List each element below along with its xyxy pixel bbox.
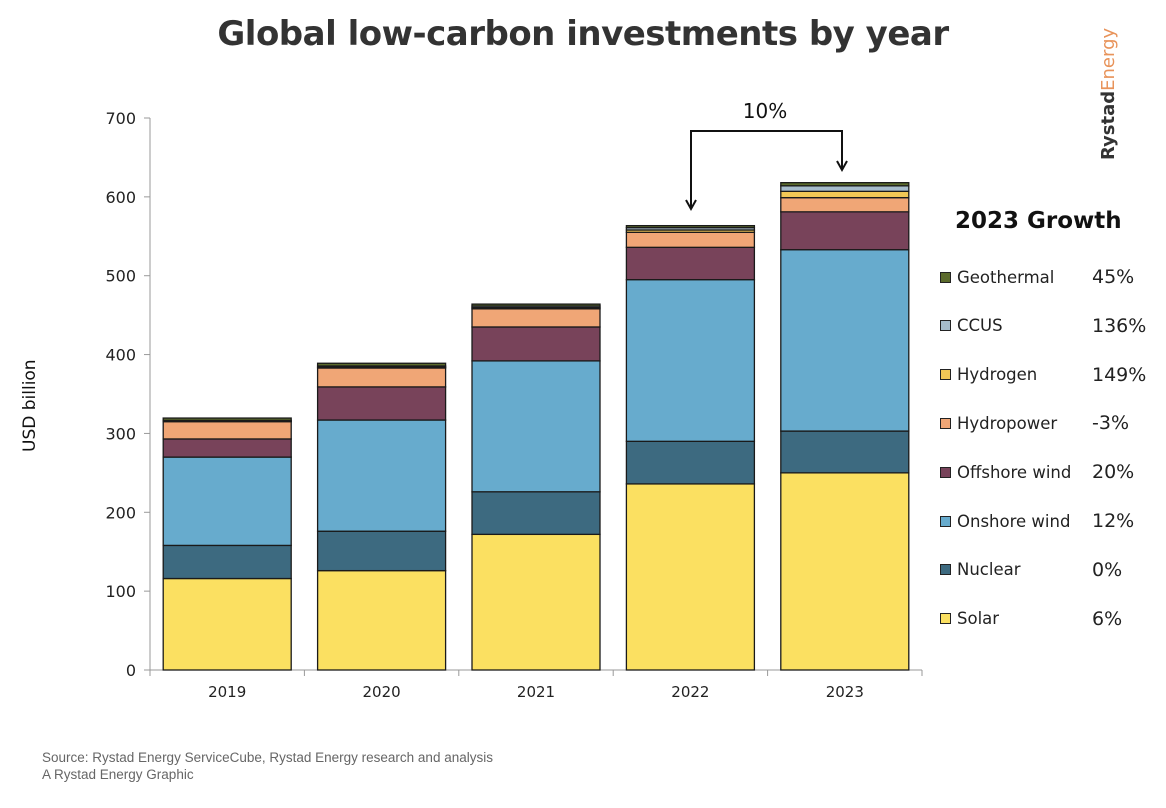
bar-nuclear-2021 [471, 491, 601, 536]
bar-onshore-wind-2023 [780, 249, 910, 432]
y-tick-label: 400 [105, 346, 136, 365]
legend-growth-value: 6% [1092, 607, 1123, 630]
bar-stack-2020 [316, 362, 447, 671]
bar-onshore-wind-2021 [471, 360, 601, 493]
annotation-arrowhead-right [836, 160, 848, 173]
bar-stack-2022 [625, 224, 756, 671]
growth-legend-title: 2023 Growth [955, 208, 1122, 234]
annotation-arrowhead-left [685, 199, 697, 212]
bars [162, 182, 910, 671]
bar-offshore-wind-2022 [625, 246, 756, 281]
legend-growth-value: 45% [1092, 266, 1135, 288]
x-tick-label: 2022 [671, 683, 709, 701]
x-tick-label: 2021 [517, 683, 555, 701]
bar-solar-2021 [471, 533, 601, 671]
legend-growth-value: 136% [1092, 314, 1147, 337]
legend-growth-value: 20% [1092, 461, 1135, 484]
x-tick-label: 2020 [363, 683, 401, 701]
source-line: Source: Rystad Energy ServiceCube, Rysta… [42, 750, 493, 765]
bar-onshore-wind-2022 [625, 279, 756, 442]
annotation-bracket [690, 130, 843, 207]
bar-geothermal-2019 [162, 417, 292, 422]
legend-label: Hydrogen [957, 365, 1038, 385]
bar-solar-2022 [625, 483, 756, 671]
legend-label: Geothermal [957, 267, 1055, 287]
legend-growth-value: 0% [1092, 558, 1123, 581]
legend-growth-value: -3% [1092, 412, 1129, 435]
legend-label: Hydropower [957, 413, 1058, 433]
legend-item-hydropower: Hydropower -3% [940, 411, 1129, 435]
legend-label: CCUS [957, 316, 1003, 336]
bar-stack-2019 [162, 417, 292, 671]
bar-offshore-wind-2021 [471, 326, 601, 362]
bar-nuclear-2020 [316, 530, 447, 572]
legend-swatch [940, 466, 951, 478]
legend-swatch [940, 320, 951, 332]
legend-item-solar: Solar 6% [940, 607, 1122, 631]
bar-offshore-wind-2020 [316, 386, 447, 421]
legend-swatch [940, 417, 951, 429]
bar-hydropower-2021 [471, 308, 601, 328]
y-tick-label: 500 [105, 267, 136, 286]
credit-line: A Rystad Energy Graphic [42, 767, 194, 782]
legend-item-ccus: CCUS 136% [940, 314, 1146, 338]
bar-nuclear-2023 [780, 430, 910, 474]
chart-title: Global low-carbon investments by year [217, 14, 949, 54]
bar-nuclear-2019 [162, 544, 292, 580]
bar-stack-2021 [471, 303, 601, 671]
bar-hydropower-2020 [316, 367, 447, 388]
bar-hydropower-2023 [780, 196, 910, 213]
bar-stack-2023 [780, 182, 910, 671]
bar-geothermal-2020 [316, 362, 447, 367]
annotation-label: 10% [743, 99, 787, 123]
legend-label: Solar [957, 609, 1000, 629]
bar-offshore-wind-2019 [162, 438, 292, 458]
legend-item-offshore-wind: Offshore wind 20% [940, 460, 1134, 484]
bar-hydropower-2022 [625, 231, 756, 248]
bar-solar-2020 [316, 569, 447, 671]
legend-label: Nuclear [957, 560, 1021, 580]
bar-hydropower-2019 [162, 420, 292, 440]
legend-swatch [940, 515, 951, 527]
legend-growth-value: 149% [1092, 363, 1147, 386]
legend-item-onshore-wind: Onshore wind 12% [940, 509, 1134, 533]
bar-geothermal-2021 [471, 303, 601, 307]
bar-hydrogen-2023 [780, 190, 910, 199]
bar-geothermal-2022 [625, 224, 756, 229]
bar-onshore-wind-2019 [162, 456, 292, 547]
legend-swatch [940, 613, 951, 625]
legend-swatch [940, 369, 951, 381]
x-tick-label: 2023 [826, 683, 864, 701]
legend-item-geothermal: Geothermal 45% [940, 265, 1134, 289]
legend-swatch [940, 564, 951, 576]
growth-annotation: 10% [685, 99, 848, 212]
y-tick-label: 700 [105, 109, 136, 128]
bar-solar-2019 [162, 577, 292, 671]
legend-growth-value: 12% [1092, 510, 1135, 532]
bar-nuclear-2022 [625, 440, 756, 485]
y-tick-label: 600 [105, 188, 136, 207]
x-tick-label: 2019 [208, 683, 246, 701]
legend-swatch [940, 271, 951, 283]
y-tick-label: 0 [126, 661, 136, 680]
legend-item-nuclear: Nuclear 0% [940, 558, 1122, 582]
y-axis: 0 100 200 300 400 500 600 700 [105, 109, 151, 680]
bar-solar-2023 [780, 472, 910, 671]
legend-label: Onshore wind [957, 511, 1071, 531]
y-tick-label: 300 [105, 424, 136, 443]
bar-geothermal-2023 [780, 182, 910, 187]
legend-item-hydrogen: Hydrogen 149% [940, 363, 1146, 387]
bar-ccus-2023 [780, 185, 910, 192]
legend-label: Offshore wind [957, 462, 1072, 482]
y-tick-label: 100 [105, 582, 136, 601]
bar-onshore-wind-2020 [316, 419, 447, 532]
y-tick-label: 200 [105, 503, 136, 522]
source-note: Source: Rystad Energy ServiceCube, Rysta… [42, 749, 493, 783]
bar-offshore-wind-2023 [780, 211, 910, 251]
x-axis: 2019 2020 2021 2022 2023 [149, 669, 923, 701]
